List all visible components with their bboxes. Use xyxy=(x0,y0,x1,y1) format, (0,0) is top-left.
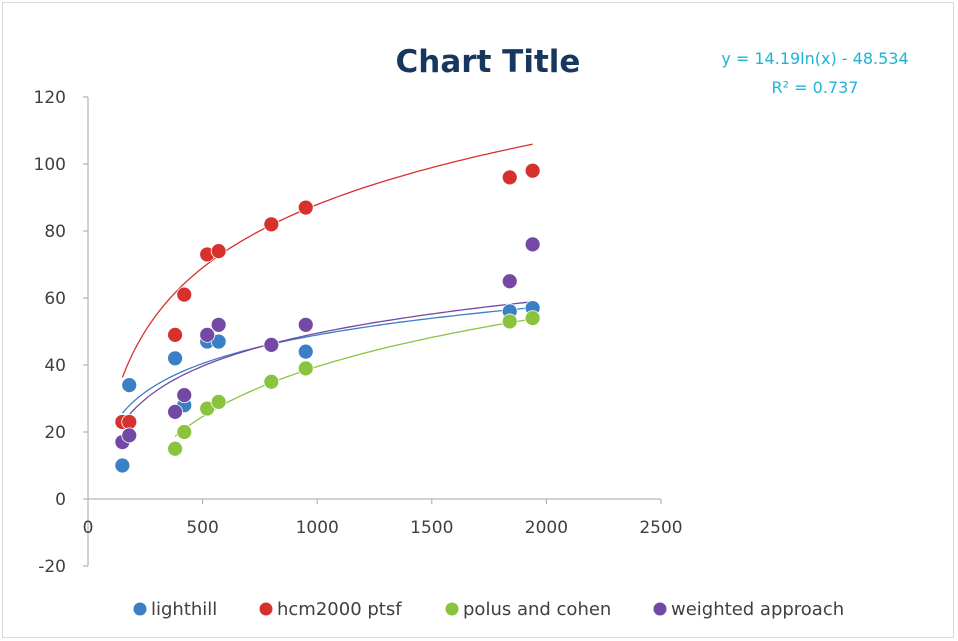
data-point xyxy=(121,427,138,444)
data-points xyxy=(114,162,541,474)
data-point xyxy=(121,377,138,394)
data-point xyxy=(210,243,227,260)
data-point xyxy=(114,457,131,474)
data-point xyxy=(297,316,314,333)
data-point xyxy=(501,169,518,186)
legend: lighthill hcm2000 ptsf polus and cohen weig… xyxy=(133,599,844,620)
data-point xyxy=(524,310,541,327)
trendline xyxy=(174,318,533,437)
data-point xyxy=(501,273,518,290)
x-tick-label: 0 xyxy=(83,518,94,538)
trendline-r2: R² = 0.737 xyxy=(772,78,859,97)
data-point xyxy=(167,350,183,367)
data-point xyxy=(167,403,183,420)
y-tick-label: 40 xyxy=(44,356,66,376)
trendline xyxy=(121,301,533,424)
axes: -20 0 20 40 60 80 100 120 0 500 1000 1500 2000 2500 xyxy=(34,88,683,577)
trendlines xyxy=(121,143,533,437)
data-point xyxy=(210,316,227,333)
chart-title: Chart Title xyxy=(396,44,581,80)
legend-label: hcm2000 ptsf xyxy=(277,599,402,620)
trendline xyxy=(121,307,533,414)
legend-label: lighthill xyxy=(151,599,217,620)
data-point xyxy=(524,162,541,179)
x-tick-label: 1500 xyxy=(410,518,453,538)
data-point xyxy=(501,313,518,330)
x-tick-label: 2000 xyxy=(525,518,568,538)
data-point xyxy=(297,199,314,216)
data-point xyxy=(121,414,138,430)
legend-marker xyxy=(445,602,459,616)
legend-label: weighted approach xyxy=(671,599,844,620)
trendline-equation: y = 14.19ln(x) - 48.534 xyxy=(721,49,908,68)
data-point xyxy=(176,286,193,303)
data-point xyxy=(176,424,193,440)
legend-marker xyxy=(653,602,667,616)
y-tick-label: 80 xyxy=(44,222,66,242)
data-point xyxy=(297,343,314,360)
data-point xyxy=(263,216,280,233)
y-tick-label: -20 xyxy=(38,557,66,577)
y-tick-label: 120 xyxy=(34,88,66,108)
data-point xyxy=(263,373,280,390)
legend-marker xyxy=(133,602,147,616)
data-point xyxy=(297,360,314,377)
data-point xyxy=(167,326,183,343)
y-tick-label: 60 xyxy=(44,289,66,309)
data-point xyxy=(524,236,541,253)
y-tick-label: 0 xyxy=(55,490,66,510)
legend-marker xyxy=(259,602,273,616)
x-tick-label: 500 xyxy=(186,518,218,538)
y-tick-label: 100 xyxy=(34,155,66,175)
y-tick-label: 20 xyxy=(44,423,66,443)
data-point xyxy=(263,336,280,353)
x-tick-label: 1000 xyxy=(296,518,339,538)
trendline xyxy=(121,143,533,378)
x-tick-label: 2500 xyxy=(639,518,682,538)
data-point xyxy=(210,393,227,410)
data-point xyxy=(176,387,193,404)
legend-label: polus and cohen xyxy=(463,599,611,620)
data-point xyxy=(199,326,216,343)
data-point xyxy=(167,440,183,457)
